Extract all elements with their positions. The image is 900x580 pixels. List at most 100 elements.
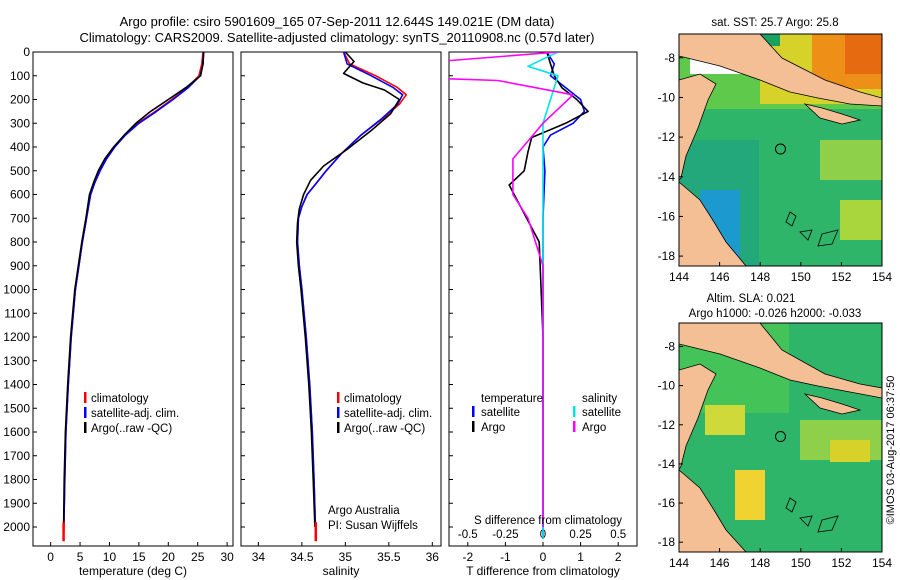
sla-map-ticks: 144 146 148 150 152 154 -8 -10 -12 -14 -16 -18 [658, 339, 893, 570]
temperature-legend: climatology satellite-adj. clim. Argo(..… [84, 392, 179, 435]
x-tick-label: 0 [540, 550, 547, 564]
sst-map: sat. SST: 25.7 Argo: 25.8 144 146 148 150 15… [658, 17, 893, 284]
sst-map-title: sat. SST: 25.7 Argo: 25.8 [711, 17, 838, 29]
x-tick-label: 25 [191, 550, 205, 564]
series-line [295, 52, 401, 528]
x-tick-label: 0 [47, 550, 54, 564]
title-line-2: Climatology: CARS2009. Satellite-adjuste… [80, 30, 595, 45]
x-tick-label: 34 [252, 550, 266, 564]
series-line [527, 52, 559, 539]
sla-map-title-line-1: Altim. SLA: 0.021 [707, 293, 796, 305]
x-tick-label: 152 [831, 270, 851, 284]
legend-swatch-climatology [337, 392, 340, 403]
y-tick-label: -14 [658, 457, 676, 471]
y-tick-label: 100 [10, 69, 30, 83]
legend-swatch-argo [337, 422, 340, 433]
legend-swatch-satellite [337, 407, 340, 418]
temperature-plot-frame [32, 51, 234, 547]
legend-label-temp-satellite: satellite [481, 407, 520, 419]
x-tick-label: 148 [750, 270, 770, 284]
y-tick-label: -16 [658, 209, 676, 223]
legend-label-climatology: climatology [91, 393, 149, 405]
legend-label-argo: Argo(..raw -QC) [344, 423, 425, 435]
x-tick-label: 2 [615, 550, 622, 564]
x-tick-label: 20 [162, 550, 176, 564]
sst-map-frame [678, 33, 883, 267]
sst-map-image [679, 34, 882, 266]
legend-label-sal-argo: Argo [582, 422, 606, 434]
y-tick-label: -8 [664, 339, 675, 353]
x-tick-label: 1 [577, 550, 584, 564]
y-tick-label: 200 [10, 93, 30, 107]
y-tick-label: -12 [658, 418, 676, 432]
x-tick-label: 154 [872, 556, 892, 570]
legend-title-salinity: salinity [582, 393, 617, 405]
x-tick-label: 35.5 [377, 550, 401, 564]
difference-series [449, 52, 589, 539]
legend-label-argo: Argo(..raw -QC) [91, 423, 172, 435]
y-tick-label: 800 [10, 235, 30, 249]
temperature-ticks: 0 5 10 15 20 25 300100200300400500600700800900… [3, 45, 234, 564]
x-tick-label: -2 [462, 550, 473, 564]
x-tick-label: 154 [872, 270, 892, 284]
x-tick-label: 146 [710, 556, 730, 570]
s-tick-label: -0.5 [458, 529, 478, 541]
y-tick-label: 400 [10, 140, 30, 154]
y-tick-label: 1300 [3, 354, 30, 368]
salinity-plot-frame [240, 51, 442, 547]
series-line [62, 52, 205, 528]
legend-swatch-temp-argo [472, 421, 475, 432]
sst-map-ticks: 144 146 148 150 152 154 -8 -10 -12 -14 -16 -18 [658, 51, 893, 284]
y-tick-label: 1400 [3, 378, 30, 392]
difference-xlabel: T difference from climatology [466, 564, 620, 578]
y-tick-label: 1600 [3, 425, 30, 439]
circle-icon [775, 143, 786, 155]
salinity-ticks: 34 34.5 35 35.5 36 [241, 51, 439, 564]
temperature-panel: 0 5 10 15 20 25 300100200300400500600700800900… [3, 45, 234, 578]
s-tick-label: 0.5 [610, 529, 626, 541]
legend-swatch-satellite [84, 407, 87, 418]
x-tick-label: 144 [669, 270, 689, 284]
y-tick-label: -12 [658, 130, 676, 144]
legend-swatch-temp-satellite [472, 406, 475, 417]
x-tick-label: 146 [710, 270, 730, 284]
y-tick-label: 1700 [3, 449, 30, 463]
legend-title-temperature: temperature [481, 393, 543, 405]
series-line [449, 52, 574, 527]
y-tick-label: -8 [664, 51, 675, 65]
x-tick-label: 10 [103, 550, 117, 564]
x-tick-label: 150 [791, 556, 811, 570]
difference-panel: -2 -1 0 1 2-0.5 -0.25 0 0.25 0.5 temperature sat… [448, 51, 638, 578]
legend-label-climatology: climatology [344, 393, 402, 405]
sla-map-image [679, 323, 882, 552]
salinity-xlabel: salinity [323, 564, 360, 578]
salinity-annotation-line-1: Argo Australia [328, 505, 400, 517]
x-tick-label: 35 [339, 550, 353, 564]
legend-swatch-climatology [84, 392, 87, 403]
legend-swatch-argo [84, 422, 87, 433]
side-stamp: ©IMOS 03-Aug-2017 06:37:50 [885, 376, 897, 525]
difference-legend: temperature satellite Argo salinity sate… [472, 393, 621, 434]
y-tick-label: -10 [658, 379, 676, 393]
salinity-annotation-line-2: PI: Susan Wijffels [328, 520, 418, 532]
salinity-series [295, 52, 408, 542]
s-tick-label: 0.25 [569, 529, 591, 541]
x-tick-label: 150 [791, 270, 811, 284]
x-tick-label: 152 [831, 556, 851, 570]
y-tick-label: 1200 [3, 330, 30, 344]
y-tick-label: 900 [10, 259, 30, 273]
y-tick-label: 700 [10, 211, 30, 225]
y-tick-label: 1900 [3, 496, 30, 510]
y-tick-label: 1000 [3, 283, 30, 297]
y-tick-label: -18 [658, 535, 676, 549]
x-tick-label: 144 [669, 556, 689, 570]
legend-swatch-sal-satellite [573, 406, 576, 417]
title-line-1: Argo profile: csiro 5901609_165 07-Sep-2… [120, 14, 555, 29]
x-tick-label: 148 [750, 556, 770, 570]
y-tick-label: 300 [10, 116, 30, 130]
legend-label-satellite: satellite-adj. clim. [344, 408, 432, 420]
y-tick-label: 1800 [3, 473, 30, 487]
x-tick-label: 30 [220, 550, 234, 564]
circle-icon [775, 431, 786, 443]
